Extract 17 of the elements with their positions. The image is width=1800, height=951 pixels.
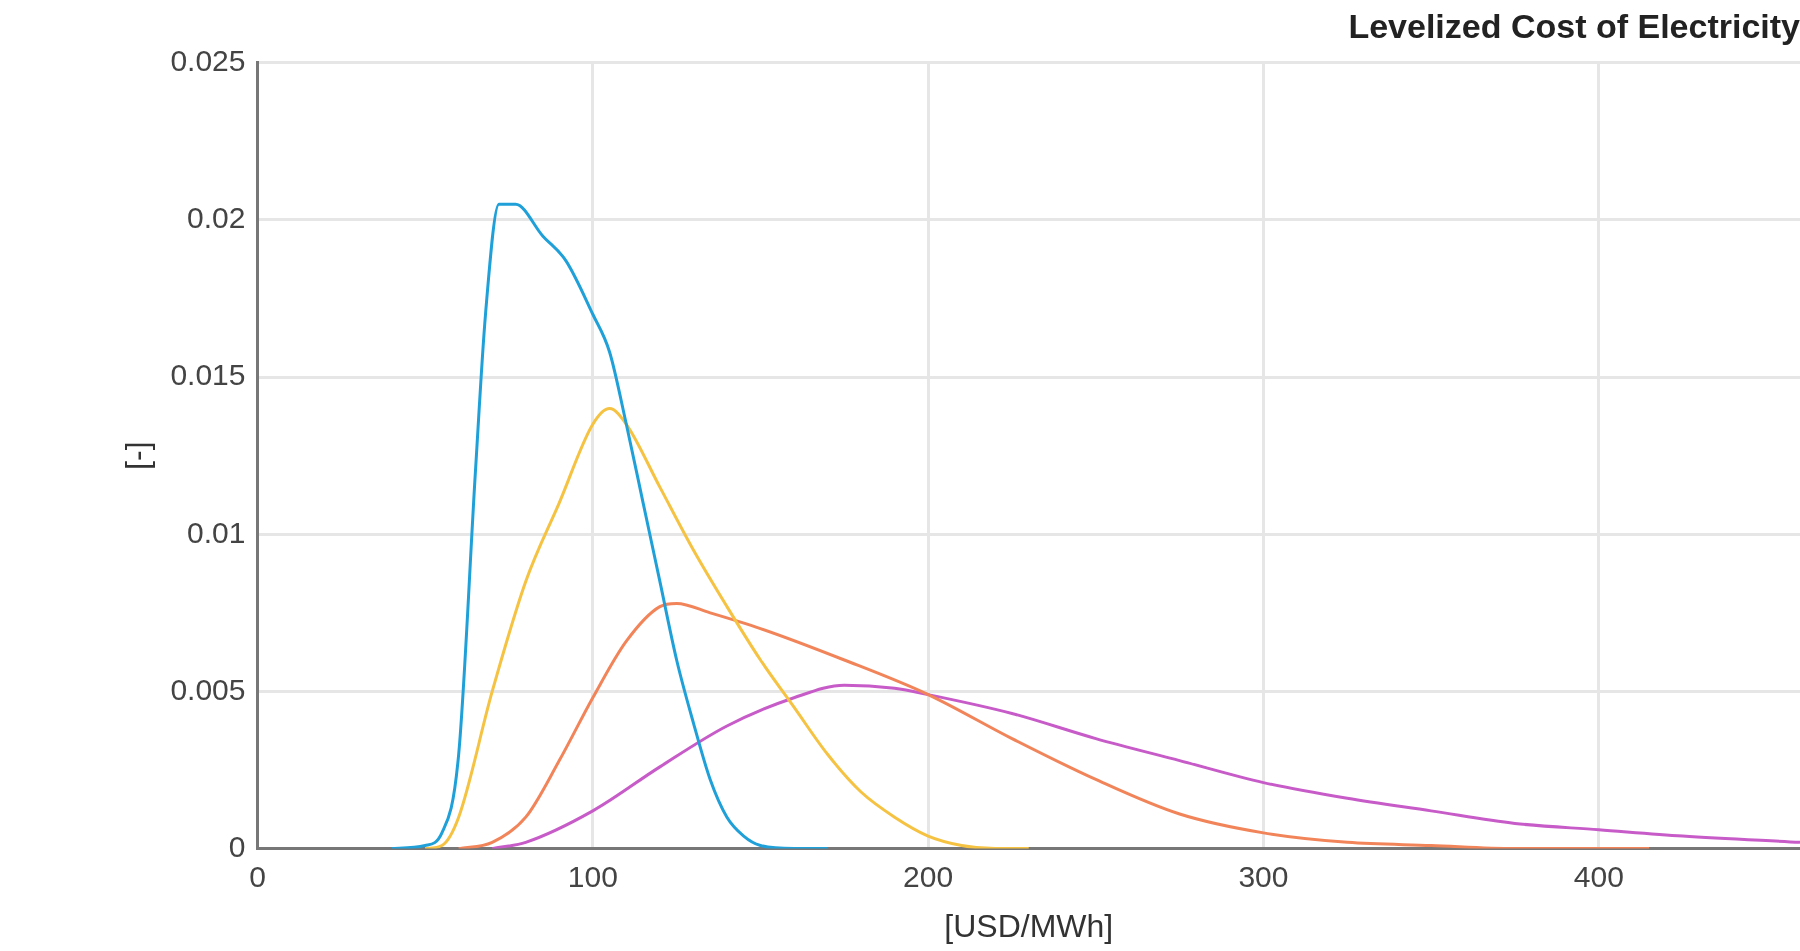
x-tick-label: 300 bbox=[1238, 859, 1289, 893]
line-series bbox=[390, 202, 830, 849]
x-tick-label: 100 bbox=[567, 859, 618, 893]
line-series bbox=[457, 601, 1651, 849]
x-tick-label: 400 bbox=[1573, 859, 1624, 893]
y-tick-label: 0.005 bbox=[170, 672, 246, 706]
y-tick-label: 0.025 bbox=[170, 44, 246, 78]
y-tick-label: 0 bbox=[228, 829, 246, 863]
line-series bbox=[490, 683, 1800, 849]
y-tick-label: 0.015 bbox=[170, 358, 246, 392]
chart-title: Levelized Cost of Electricity bbox=[1348, 6, 1800, 45]
y-tick-label: 0.01 bbox=[187, 515, 246, 549]
y-axis-title: [-] bbox=[119, 441, 156, 470]
x-tick-label: 200 bbox=[903, 859, 954, 893]
y-tick-label: 0.02 bbox=[187, 201, 246, 235]
line-series bbox=[423, 407, 1031, 849]
x-axis-title: [USD/MWh] bbox=[944, 907, 1114, 944]
